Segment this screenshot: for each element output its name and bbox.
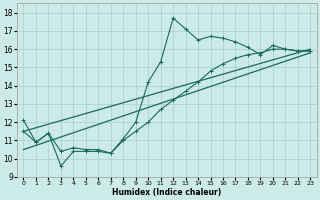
X-axis label: Humidex (Indice chaleur): Humidex (Indice chaleur) xyxy=(112,188,221,197)
